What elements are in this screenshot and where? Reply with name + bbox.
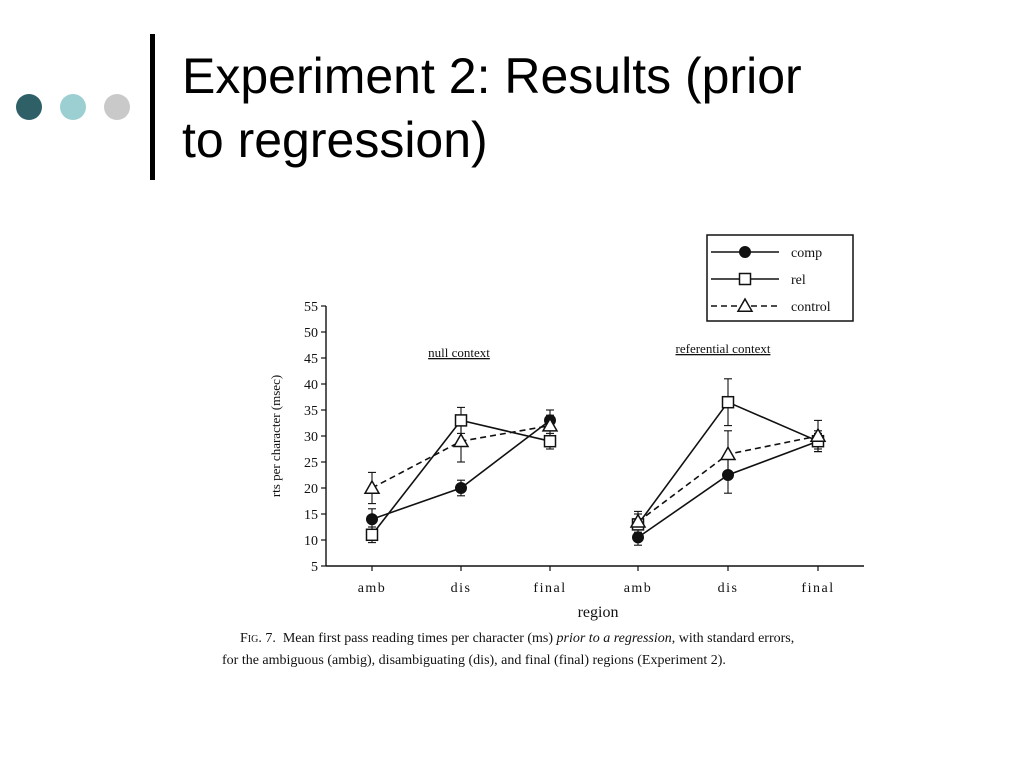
dot-dark [16, 94, 42, 120]
data-point-control [736, 297, 754, 312]
y-axis-label: rts per character (msec) [268, 375, 283, 497]
slide-title: Experiment 2: Results (prior to regressi… [182, 44, 982, 172]
decorative-dots [16, 94, 136, 120]
y-tick-label: 25 [304, 456, 318, 471]
x-tick-label: dis [718, 581, 739, 596]
caption-text-italic: prior to a regression [556, 631, 672, 646]
legend-label: comp [791, 246, 822, 261]
x-axis-label: region [578, 604, 619, 621]
slide-title-line1: Experiment 2: Results (prior [182, 48, 802, 104]
caption-text-b: , with standard errors, [671, 631, 795, 646]
data-point-control [719, 445, 737, 461]
data-point-control [452, 432, 470, 448]
legend-label: control [791, 300, 831, 315]
data-point-control [363, 479, 381, 494]
x-tick-label: dis [451, 581, 472, 596]
data-point-comp [739, 246, 751, 258]
y-tick-label: 45 [304, 352, 318, 367]
data-point-rel [454, 414, 468, 427]
data-point-control [541, 417, 559, 432]
data-point-rel [365, 528, 379, 542]
data-point-rel [721, 395, 735, 409]
y-tick-label: 5 [311, 560, 318, 575]
legend-label: rel [791, 273, 806, 288]
caption-text-a: Mean first pass reading times per charac… [282, 631, 557, 646]
panel-title: null context [428, 345, 490, 360]
y-tick-label: 55 [304, 300, 318, 315]
data-point-comp [722, 469, 734, 481]
y-tick-label: 15 [304, 508, 318, 523]
data-point-control [629, 513, 647, 528]
x-tick-label: final [801, 581, 834, 596]
data-point-rel [738, 272, 752, 286]
data-point-control [809, 427, 827, 442]
caption-line-1: Fig. 7. Mean first pass reading times pe… [222, 628, 942, 650]
legend-box [706, 234, 854, 322]
x-tick-label: final [533, 581, 566, 596]
dot-light [60, 94, 86, 120]
data-point-rel [543, 434, 557, 448]
y-tick-label: 35 [304, 404, 318, 419]
dot-grey [104, 94, 130, 120]
y-tick-label: 40 [304, 378, 318, 393]
caption-fig-label: Fig. 7. [240, 631, 276, 646]
y-tick-label: 50 [304, 326, 318, 341]
x-tick-label: amb [624, 581, 653, 596]
caption-line-2: for the ambiguous (ambig), disambiguatin… [222, 653, 726, 668]
y-tick-label: 20 [304, 482, 318, 497]
data-point-comp [455, 482, 467, 494]
data-point-comp [366, 513, 378, 526]
slide-title-line2: to regression) [182, 112, 488, 168]
panel-title: referential context [676, 341, 771, 356]
title-rule [150, 34, 155, 180]
data-point-comp [632, 531, 644, 544]
x-tick-label: amb [358, 581, 387, 596]
y-tick-label: 10 [304, 534, 318, 549]
figure-caption: Fig. 7. Mean first pass reading times pe… [222, 628, 942, 672]
y-tick-label: 30 [304, 430, 318, 445]
